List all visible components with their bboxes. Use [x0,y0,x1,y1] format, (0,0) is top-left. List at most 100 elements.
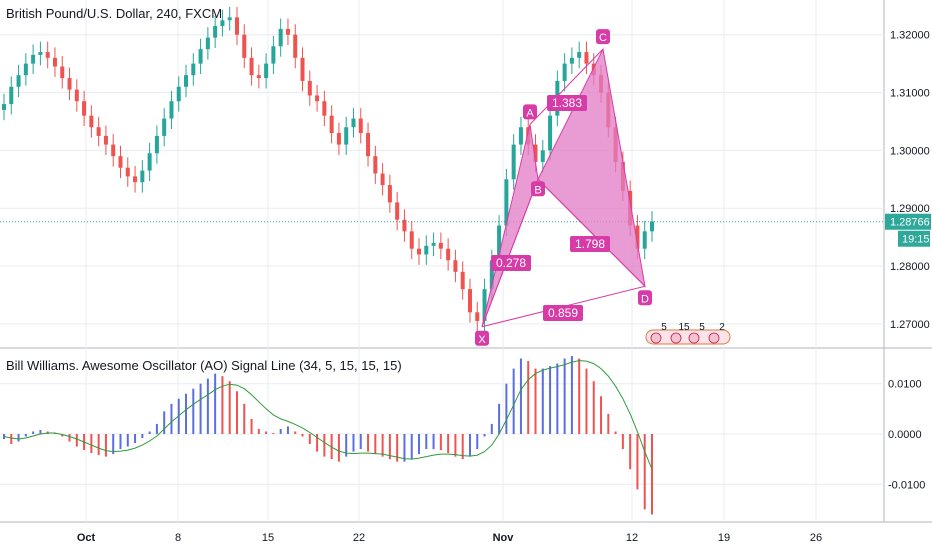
candle-body [395,202,400,220]
candle-body [147,153,152,171]
candle-body [1,104,7,110]
ao-bar [316,433,319,452]
candle-body [453,260,458,272]
event-marker-strip [645,329,731,345]
candle-body [198,49,203,64]
price-tick-label: 1.31000 [890,88,930,100]
flag-icon [708,332,720,344]
ao-bar [468,433,471,457]
candle-body [9,86,14,105]
candle-body [103,135,108,145]
candle-body [256,75,261,79]
candle-body [649,221,655,232]
candle-body [38,52,43,55]
ratio-label: 1.383 [552,96,582,110]
ao-bar [607,413,610,434]
ao-bar [170,403,173,434]
candle-body [242,34,247,58]
ao-bar [61,433,64,437]
candle-body [60,66,65,79]
candle-body [431,242,436,246]
ao-bar [104,433,107,457]
time-tick-label: 19 [718,532,730,544]
ao-bar [243,403,246,434]
candle-body [351,118,356,128]
candle-body [271,46,276,64]
ao-bar [141,433,144,439]
ao-bar [505,383,508,434]
candle-body [497,225,502,261]
candle-body [417,248,422,255]
ao-bar [75,433,78,447]
ao-bar [235,391,238,434]
ao-bar [629,433,632,470]
ao-bar [250,418,253,434]
price-tick-label: 1.28000 [890,261,930,273]
ratio-label: 1.798 [575,237,605,251]
ao-bar [126,433,129,447]
candle-body [315,95,320,102]
candle-body [227,17,232,21]
candle-body [125,167,130,177]
pattern-point-label: D [641,293,649,305]
price-tick-label: 1.32000 [890,30,930,42]
candle-body [344,127,349,145]
ao-bar [447,433,450,454]
ao-bar [425,433,428,450]
ao-bar [527,361,530,434]
candle-body [540,150,545,162]
flag-icon [688,332,700,344]
ratio-badge [543,305,583,321]
ao-bar [534,368,537,434]
candle-body [67,78,72,90]
candle-body [89,115,94,128]
event-marker-label: 5 [661,322,667,333]
candle-body [278,28,283,47]
ao-bar [359,433,362,450]
candle-body [482,289,487,321]
ao-bar [512,368,515,434]
candle-body [424,245,429,255]
candle-body [31,54,36,64]
candle-body [96,127,101,136]
candle-body [504,179,509,226]
time-tick-label: 15 [262,532,274,544]
pattern-point-label: X [478,334,486,346]
current-price-label: 1.28766 [890,217,930,229]
ao-bar [192,388,195,434]
ao-bar [97,433,100,456]
ao-bar [134,433,137,444]
ao-bar [578,358,581,434]
ao-bar [32,431,35,434]
ao-bar [498,403,501,434]
ao-bar [119,433,122,450]
candle-body [387,185,392,203]
ao-bar [265,431,268,434]
ao-tick-label: 0.0100 [888,379,922,391]
ao-bar [643,433,646,510]
event-marker-label: 15 [678,322,690,333]
ao-bar [374,433,377,455]
ao-bar [155,423,158,434]
ao-bar [90,433,93,454]
candle-body [467,289,472,313]
pattern-point-badge [596,29,610,45]
countdown-label: 19:15 [902,234,930,246]
ao-bar [206,378,209,434]
candle-body [16,75,21,87]
candle-body [184,75,189,87]
candle-body [300,57,305,81]
price-tick-label: 1.30000 [890,145,930,157]
ao-bar [432,433,435,450]
candle-body [438,242,443,249]
ao-bar [483,433,486,437]
candle-body [569,57,574,64]
candle-body [475,312,480,321]
ao-tick-label: -0.0100 [888,479,925,491]
time-tick-label: 26 [810,532,822,544]
candle-body [118,156,123,168]
candle-body [191,63,196,76]
flag-icon [670,332,682,344]
ao-bar [461,433,464,460]
